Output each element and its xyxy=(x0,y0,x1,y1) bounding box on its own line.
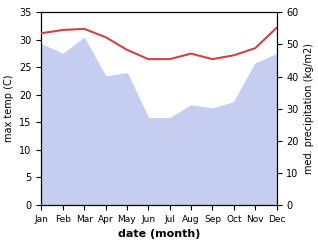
Y-axis label: med. precipitation (kg/m2): med. precipitation (kg/m2) xyxy=(304,43,314,174)
X-axis label: date (month): date (month) xyxy=(118,229,200,239)
Y-axis label: max temp (C): max temp (C) xyxy=(3,75,14,143)
